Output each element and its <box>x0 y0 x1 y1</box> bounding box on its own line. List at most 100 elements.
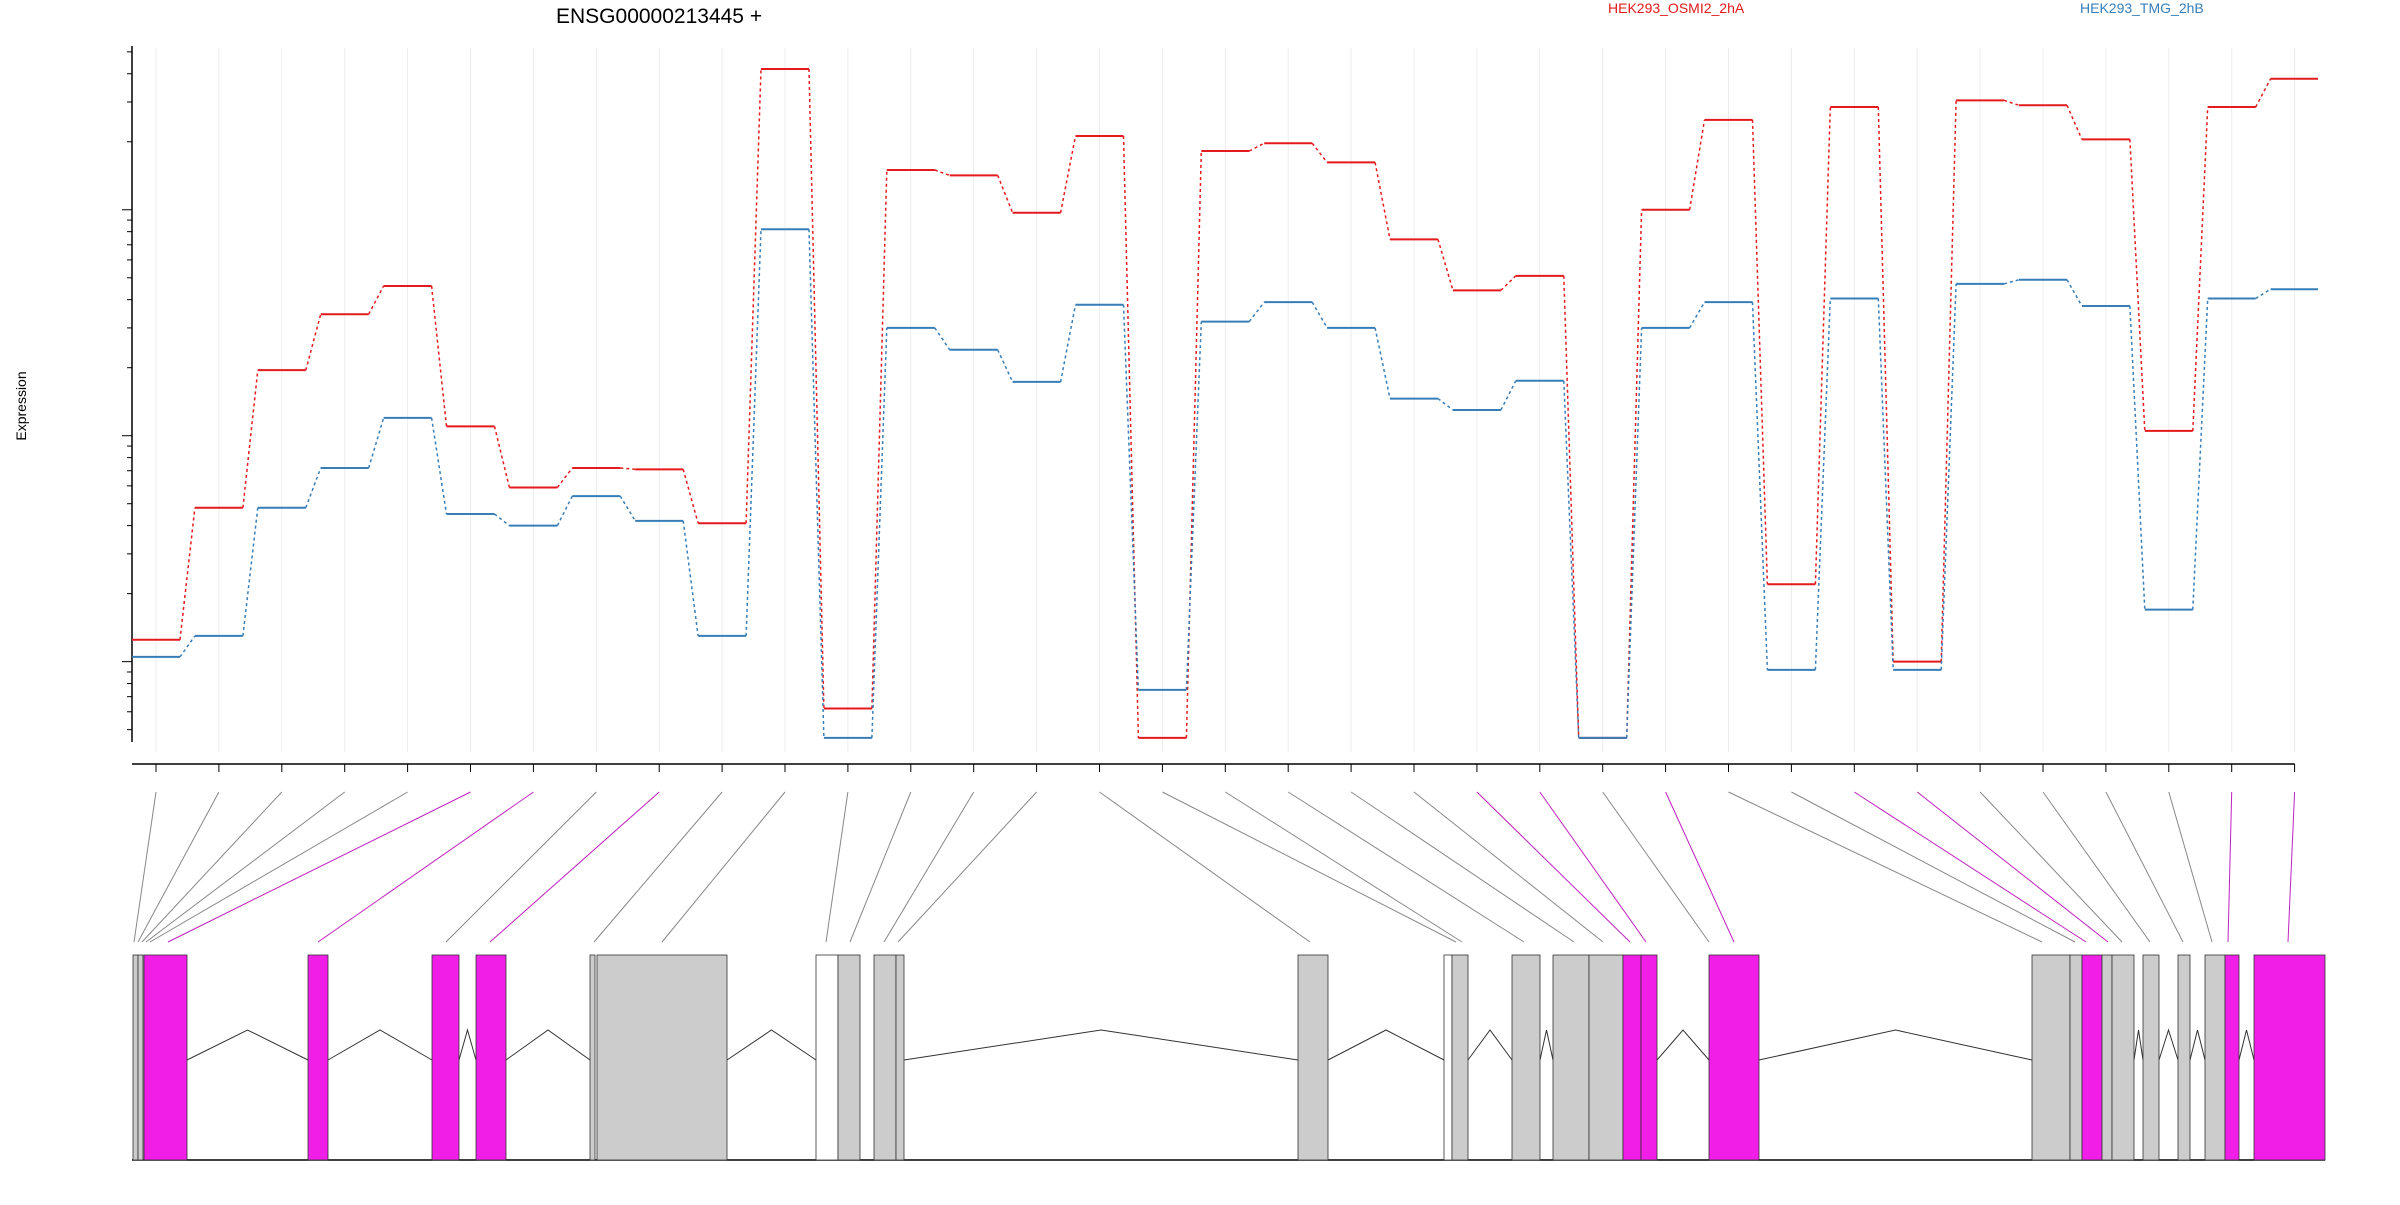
exon-block <box>1640 954 1658 1161</box>
exon-connector <box>1225 791 1463 943</box>
exon-connector <box>2287 791 2296 943</box>
exon-block <box>2253 954 2326 1161</box>
exon-block <box>2031 954 2071 1161</box>
exon-connector <box>489 791 660 943</box>
intron-line <box>1327 1029 1445 1061</box>
chart-title: ENSG00000213445 + <box>556 5 762 28</box>
gene-model <box>132 954 2326 1161</box>
intron-line <box>1467 1029 1513 1061</box>
exon-block <box>1297 954 1329 1161</box>
series-connector <box>179 507 196 640</box>
series-connector <box>1625 327 1643 738</box>
series-connector <box>997 175 1014 214</box>
series-connector <box>430 417 448 515</box>
series-connector <box>1311 142 1328 163</box>
series-connector <box>745 229 762 636</box>
series-connector <box>871 169 888 709</box>
exon-connector <box>593 791 723 943</box>
series-connector <box>2192 298 2209 610</box>
series-connector <box>1122 304 1140 690</box>
exon-connector <box>141 791 283 943</box>
series-connector <box>1374 327 1391 399</box>
series-b <box>132 228 2318 739</box>
series-connector <box>1940 283 1957 670</box>
series-connector <box>2129 305 2146 610</box>
grid-lines <box>155 48 2296 752</box>
series-connector <box>1374 162 1391 240</box>
series-connector <box>1437 239 1454 291</box>
exon-block <box>1708 954 1760 1161</box>
series-connector <box>2003 279 2020 285</box>
exon-block <box>2069 954 2083 1161</box>
exon-block <box>2111 954 2135 1161</box>
exon-connector <box>2168 791 2213 943</box>
exon-connector <box>825 791 849 943</box>
exon-block <box>596 954 728 1161</box>
exon-block <box>431 954 460 1161</box>
intron-line <box>903 1029 1299 1061</box>
intron-line <box>1656 1029 1710 1061</box>
y-axis-label: Expression <box>13 371 29 440</box>
exon-connector <box>1728 791 2043 943</box>
exon-connector <box>883 791 975 943</box>
exon-block <box>1588 954 1624 1161</box>
exon-connectors <box>133 791 2296 943</box>
series-connector <box>1500 275 1517 291</box>
series-connector <box>1877 298 1894 670</box>
series-connector <box>1877 106 1894 662</box>
intron-line <box>2238 1029 2255 1061</box>
exon-block <box>815 954 839 1161</box>
exon-block <box>2081 954 2103 1161</box>
exon-block <box>2224 954 2240 1161</box>
series-connector <box>242 507 259 636</box>
exon-block <box>143 954 188 1161</box>
exon-block <box>1451 954 1469 1161</box>
series-connector <box>1248 142 1265 152</box>
series-connector <box>493 426 511 488</box>
series-connector <box>808 229 825 738</box>
exon-connector <box>897 791 1037 943</box>
exon-block <box>2177 954 2191 1161</box>
exon-connector <box>317 791 534 943</box>
series-connector <box>682 469 699 524</box>
exon-block <box>895 954 905 1161</box>
exon-connector <box>1539 791 1647 943</box>
exon-block <box>1511 954 1541 1161</box>
series-connector <box>367 417 385 469</box>
series-connector <box>2129 139 2146 431</box>
series-connector <box>1751 302 1769 670</box>
intron-line <box>1539 1029 1554 1061</box>
intron-line <box>458 1028 477 1061</box>
legend-series-a: HEK293_OSMI2_2hA <box>1608 0 1745 16</box>
series-connector <box>305 467 322 508</box>
exon-connector <box>849 791 912 943</box>
series-connector <box>1059 135 1077 213</box>
series-a <box>132 67 2318 739</box>
exon-connector <box>1413 791 1604 943</box>
series-connector <box>242 370 259 508</box>
series-connector <box>1185 150 1203 738</box>
series-connector <box>934 169 950 177</box>
intron-line <box>2158 1028 2179 1061</box>
series-connector <box>305 314 322 371</box>
series-connector <box>2066 279 2083 307</box>
exon-connector <box>2105 791 2184 943</box>
intron-line <box>726 1029 817 1061</box>
intron-line <box>2189 1029 2206 1061</box>
exon-connector <box>1162 791 1457 943</box>
series-connector <box>808 68 825 709</box>
exon-block <box>2204 954 2226 1161</box>
exon-connector <box>1854 791 2087 943</box>
exon-connector <box>2227 791 2233 943</box>
series-connector <box>1814 106 1832 585</box>
exon-connector <box>1916 791 2109 943</box>
exon-connector <box>2042 791 2151 943</box>
exon-block <box>137 954 144 1161</box>
exon-block <box>837 954 861 1161</box>
exon-connector <box>149 791 408 943</box>
intron-line <box>505 1029 591 1061</box>
intron-line <box>2133 1029 2144 1061</box>
series-connector <box>1059 304 1077 383</box>
exon-connector <box>137 791 220 943</box>
